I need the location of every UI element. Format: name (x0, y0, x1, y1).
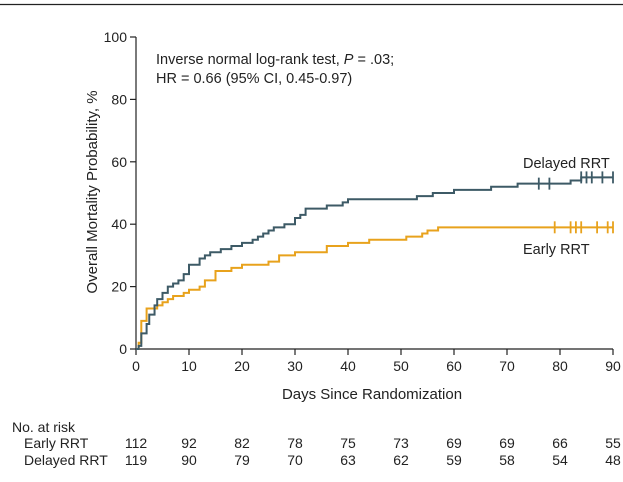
risk-row-label-early: Early RRT (24, 435, 89, 451)
x-tick-label: 10 (181, 358, 197, 374)
risk-count-cell: 92 (181, 435, 197, 451)
y-tick-label: 100 (104, 29, 128, 45)
y-tick-label: 60 (111, 154, 127, 170)
risk-count-cell: 82 (234, 435, 250, 451)
x-tick-label: 20 (234, 358, 250, 374)
y-axis-title: Overall Mortality Probability, % (84, 90, 101, 293)
risk-row-label-delayed: Delayed RRT (24, 452, 108, 468)
annot-p: P (344, 52, 354, 68)
early-rrt-label: Early RRT (523, 242, 590, 258)
risk-count-cell: 58 (499, 452, 515, 468)
x-tick-label: 30 (287, 358, 303, 374)
risk-count-cell: 69 (499, 435, 515, 451)
x-tick-label: 70 (499, 358, 515, 374)
risk-count-cell: 112 (125, 435, 148, 451)
risk-count-cell: 55 (605, 435, 621, 451)
risk-count-cell: 59 (446, 452, 462, 468)
risk-count-cell: 119 (125, 452, 148, 468)
risk-count-cell: 70 (287, 452, 303, 468)
x-axis-title: Days Since Randomization (282, 386, 462, 403)
y-tick-label: 20 (111, 279, 127, 295)
x-tick-label: 0 (132, 358, 140, 374)
axes: 0 20 40 60 80 100 0 10 20 30 40 50 60 70 80 90 (104, 29, 621, 374)
risk-count-cell: 79 (234, 452, 250, 468)
risk-count-cell: 54 (552, 452, 568, 468)
y-tick-label: 40 (111, 216, 127, 232)
risk-table-title: No. at risk (12, 419, 76, 435)
y-tick-label: 0 (119, 341, 127, 357)
risk-cells: 112 92 82 78 75 73 69 69 66 55 119 90 79 70 63 62 59 58 54… (125, 435, 621, 468)
risk-count-cell: 75 (340, 435, 356, 451)
risk-count-cell: 66 (552, 435, 568, 451)
risk-count-cell: 90 (181, 452, 197, 468)
delayed-rrt-curve (136, 176, 613, 350)
risk-count-cell: 78 (287, 435, 303, 451)
risk-count-cell: 63 (340, 452, 356, 468)
delayed-rrt-label: Delayed RRT (523, 156, 610, 172)
risk-count-cell: 62 (393, 452, 409, 468)
x-tick-label: 40 (340, 358, 356, 374)
annot-prefix: Inverse normal log-rank test, (156, 52, 344, 68)
stat-annotation-line2: HR = 0.66 (95% CI, 0.45-0.97) (156, 71, 352, 87)
x-tick-label: 60 (446, 358, 462, 374)
series-layer (136, 171, 614, 350)
stat-annotation-line1: Inverse normal log-rank test, P = .03; (156, 52, 394, 68)
x-tick-label: 80 (552, 358, 568, 374)
risk-count-cell: 73 (393, 435, 409, 451)
annot-suffix: = .03; (353, 52, 394, 68)
risk-count-cell: 48 (605, 452, 621, 468)
y-tick-label: 80 (111, 91, 127, 107)
risk-count-cell: 69 (446, 435, 462, 451)
x-tick-label: 90 (605, 358, 621, 374)
x-tick-label: 50 (393, 358, 409, 374)
